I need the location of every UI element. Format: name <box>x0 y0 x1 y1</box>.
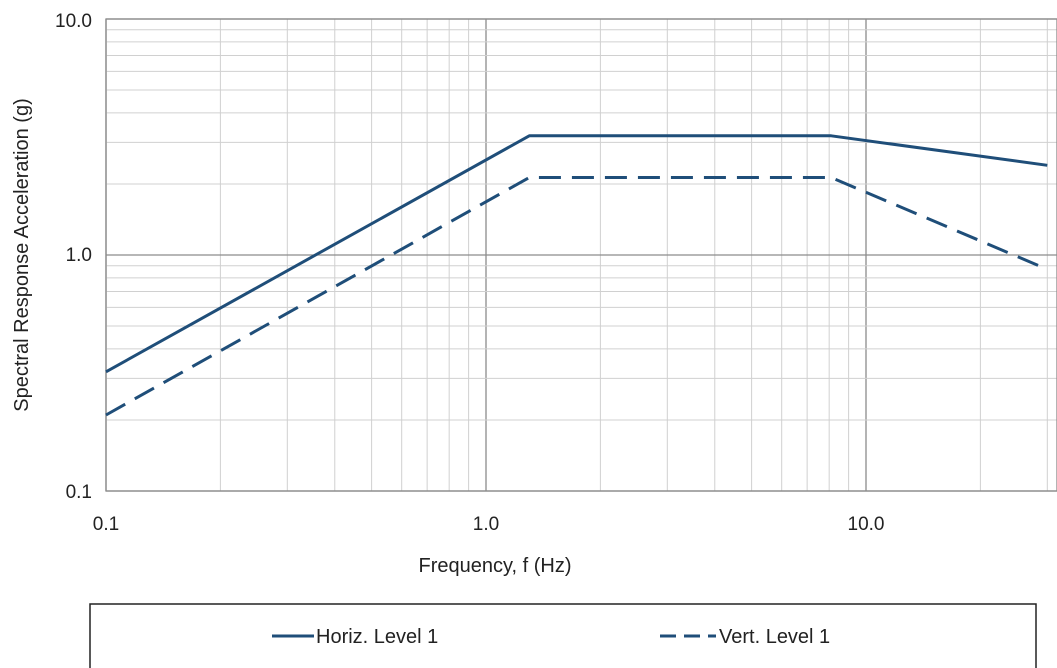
legend-label-vert: Vert. Level 1 <box>719 626 830 648</box>
series-line-vert <box>105 176 1048 417</box>
x-tick-label: 10.0 <box>848 514 885 535</box>
x-tick-label: 0.1 <box>93 514 119 535</box>
legend-label-horiz: Horiz. Level 1 <box>316 626 438 648</box>
y-tick-label: 10.0 <box>55 11 92 32</box>
y-tick-label: 1.0 <box>66 245 92 266</box>
x-tick-label: 1.0 <box>473 514 499 535</box>
grid <box>105 18 1057 492</box>
series-line-horiz <box>105 134 1048 374</box>
y-axis-title: Spectral Response Acceleration (g) <box>11 98 33 412</box>
x-axis-title: Frequency, f (Hz) <box>419 555 572 577</box>
y-tick-label: 0.1 <box>66 482 92 503</box>
legend: Horiz. Level 1 Vert. Level 1 <box>89 603 1037 668</box>
plot-area-border <box>105 18 1057 492</box>
legend-box <box>89 603 1037 668</box>
series-layer <box>105 134 1048 417</box>
